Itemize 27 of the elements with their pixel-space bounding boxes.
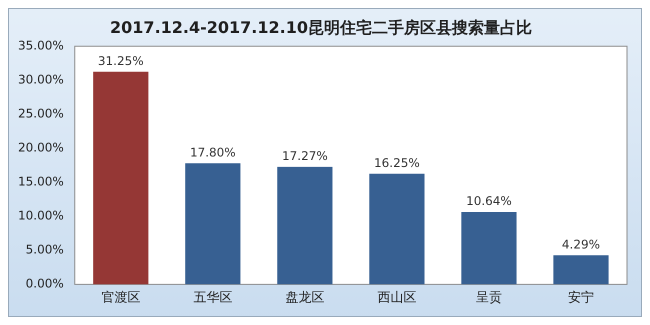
x-tick-label: 呈贡 [476,290,502,306]
y-tick-label: 25.00% [18,106,64,120]
data-label: 17.80% [190,145,236,160]
data-label: 31.25% [98,54,144,68]
bar [93,72,148,284]
x-tick-label: 五华区 [193,290,232,306]
y-tick-label: 0.00% [26,276,64,291]
y-tick-label: 15.00% [18,174,64,188]
x-tick-label: 盘龙区 [285,290,324,306]
bar [277,166,332,284]
y-tick-label: 35.00% [18,38,64,52]
y-tick-label: 30.00% [18,72,64,86]
data-label: 16.25% [374,156,420,170]
y-tick-label: 10.00% [18,208,64,222]
bar [369,174,425,284]
y-tick-label: 20.00% [18,140,64,154]
data-label: 17.27% [282,148,328,163]
bar [553,255,609,284]
data-label: 10.64% [466,194,512,208]
x-tick-label: 西山区 [377,290,416,306]
x-tick-label: 安宁 [568,290,594,306]
chart-title: 2017.12.4-2017.12.10昆明住宅二手房区县搜索量占比 [110,18,532,37]
y-tick-label: 5.00% [26,242,64,256]
bar [185,163,240,284]
x-tick-label: 官渡区 [101,290,140,306]
data-label: 4.29% [562,237,600,252]
bar [461,212,517,284]
